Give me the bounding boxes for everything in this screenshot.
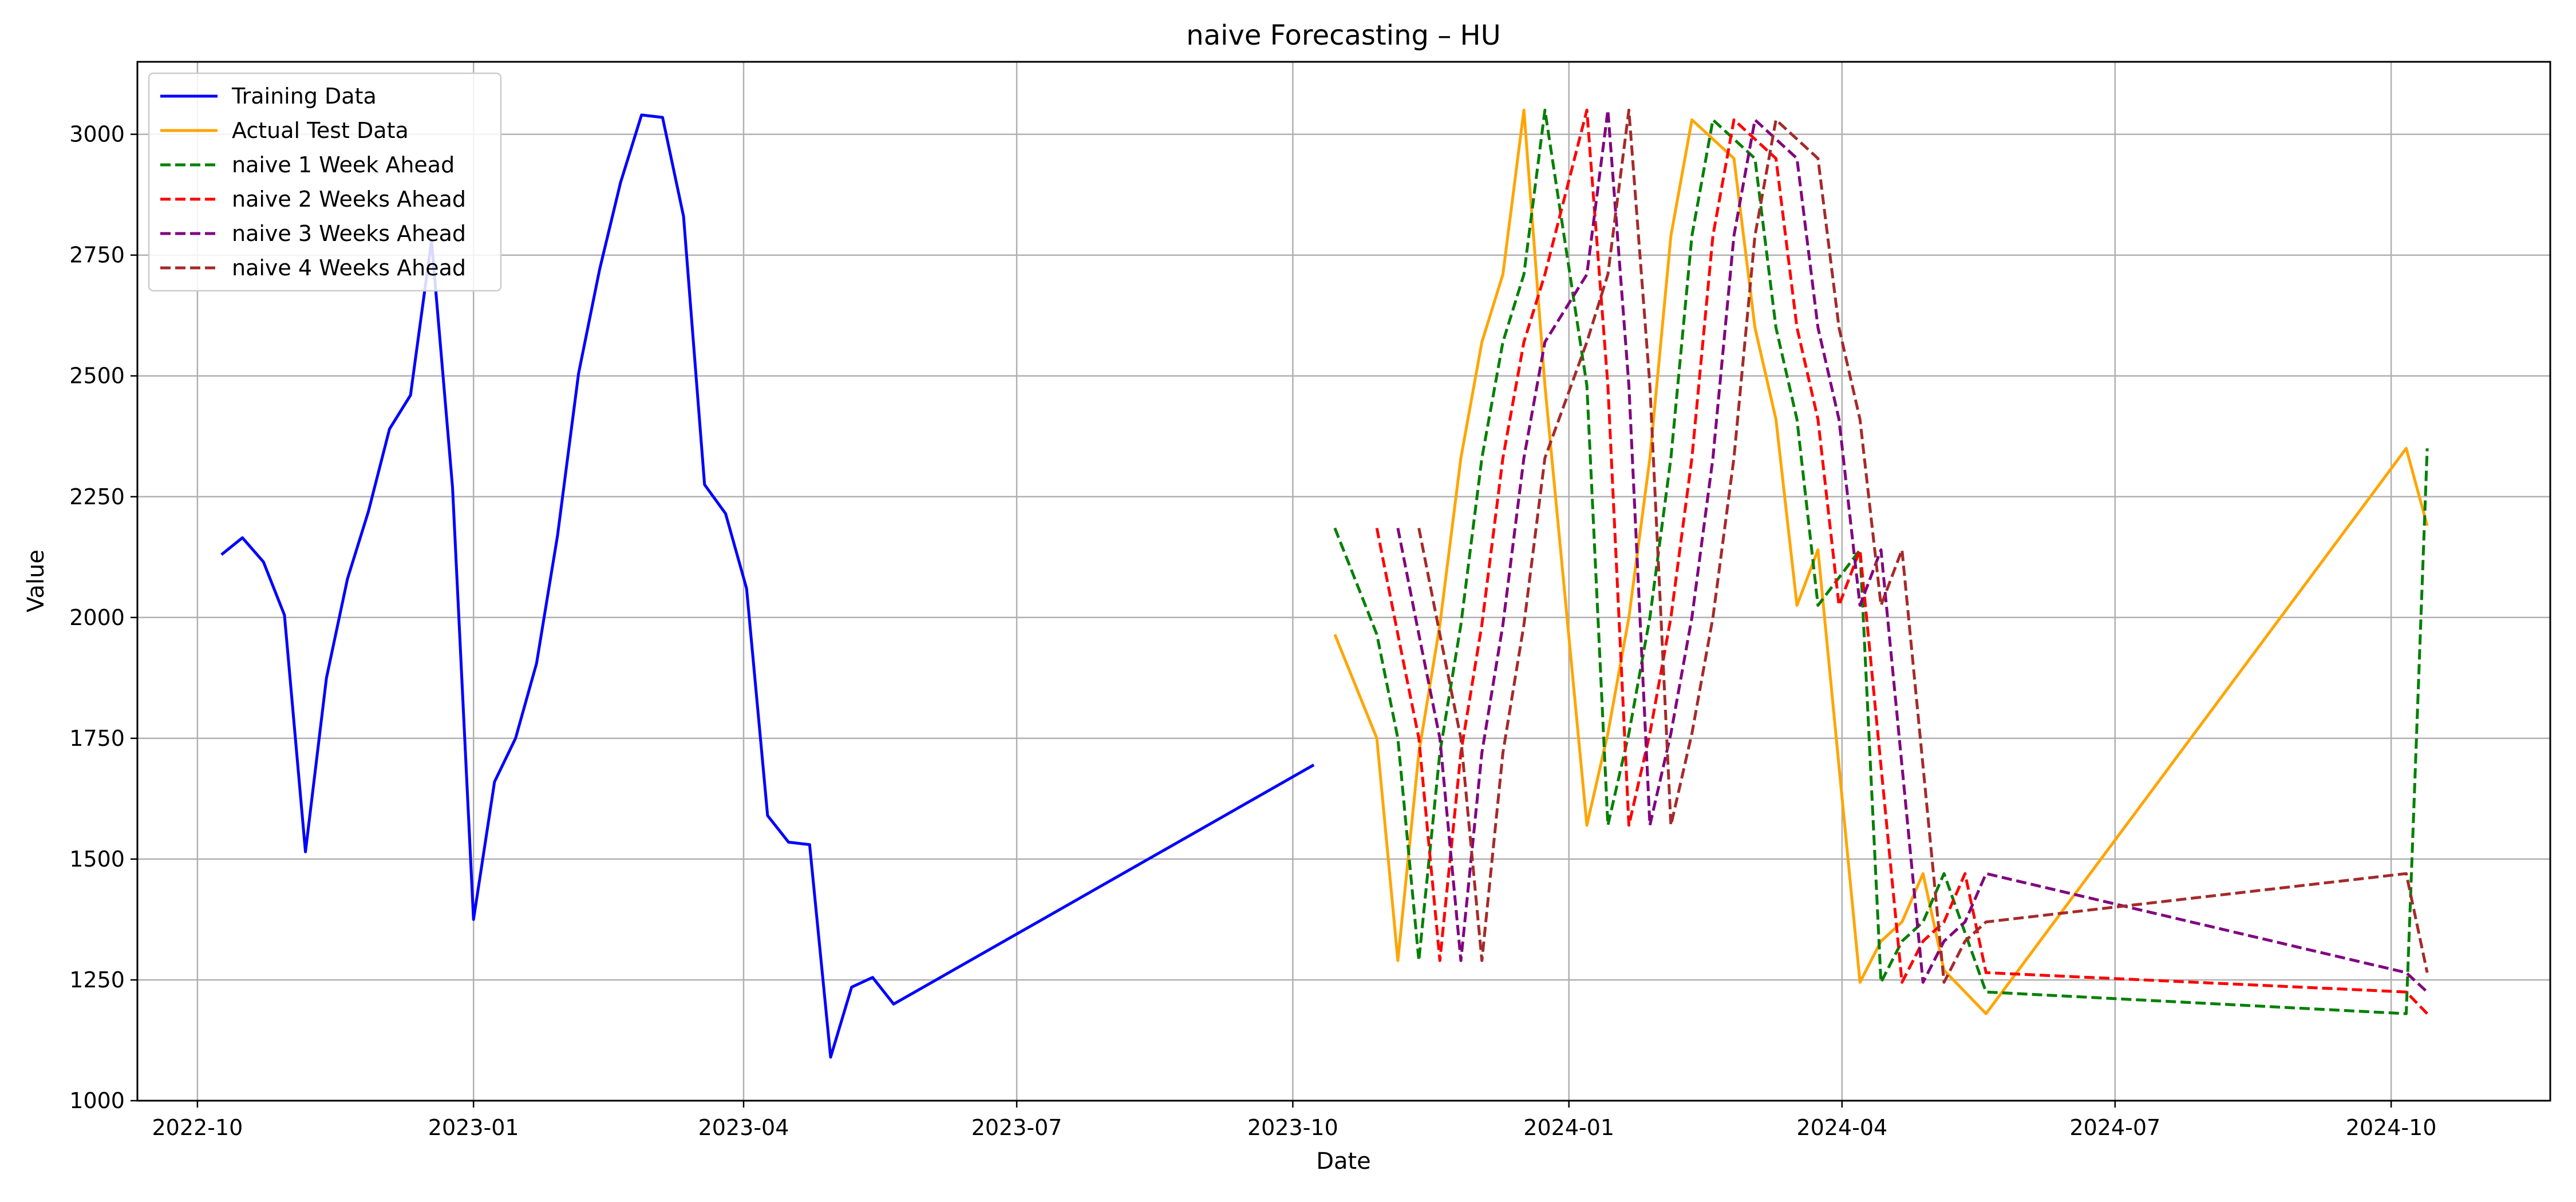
legend-label: Actual Test Data	[232, 118, 409, 143]
series-line-2	[1333, 108, 2429, 1015]
y-tick-label: 3000	[69, 122, 125, 147]
legend-label: Training Data	[231, 84, 377, 109]
x-tick-label: 2024-10	[2346, 1115, 2437, 1140]
y-tick-label: 2500	[69, 363, 125, 389]
x-tick-label: 2024-01	[1523, 1115, 1614, 1140]
y-tick-label: 2000	[69, 605, 125, 630]
x-tick-label: 2022-10	[152, 1115, 243, 1140]
x-tick-label: 2023-01	[428, 1115, 519, 1140]
y-tick-label: 1250	[69, 967, 125, 993]
y-tick-label: 1000	[69, 1088, 125, 1113]
x-tick-label: 2023-07	[971, 1115, 1062, 1140]
y-tick-label: 2750	[69, 243, 125, 268]
x-axis-label: Date	[1316, 1148, 1371, 1175]
y-tick-label: 1750	[69, 726, 125, 751]
legend-box	[148, 72, 502, 292]
legend-label: naive 2 Weeks Ahead	[232, 187, 466, 212]
legend-label: naive 3 Weeks Ahead	[232, 221, 466, 246]
y-tick-label: 2250	[69, 484, 125, 509]
legend: Training Data Actual Test Data naive 1 Wee…	[148, 72, 502, 292]
tick-layer: 2022-10 2023-01 2023-04 2023-07 2023-10 2024-…	[69, 122, 2436, 1140]
series-layer	[220, 108, 2429, 1059]
series-line-4	[1375, 108, 2428, 1015]
x-tick-label: 2024-04	[1796, 1115, 1887, 1140]
series-line-5	[1396, 108, 2428, 993]
chart-title: naive Forecasting – HU	[1186, 19, 1500, 52]
plot-frame	[136, 61, 2551, 1102]
y-tick-label: 1500	[69, 847, 125, 872]
x-tick-label: 2024-07	[2069, 1115, 2160, 1140]
y-axis-label: Value	[23, 549, 49, 612]
legend-label: naive 1 Week Ahead	[232, 152, 455, 177]
series-line-6	[1417, 108, 2429, 984]
series-line-1	[220, 113, 1315, 1059]
x-tick-label: 2023-04	[698, 1115, 789, 1140]
legend-label: naive 4 Weeks Ahead	[232, 255, 466, 280]
series-line-3	[1333, 108, 2429, 1015]
x-tick-label: 2023-10	[1247, 1115, 1338, 1140]
